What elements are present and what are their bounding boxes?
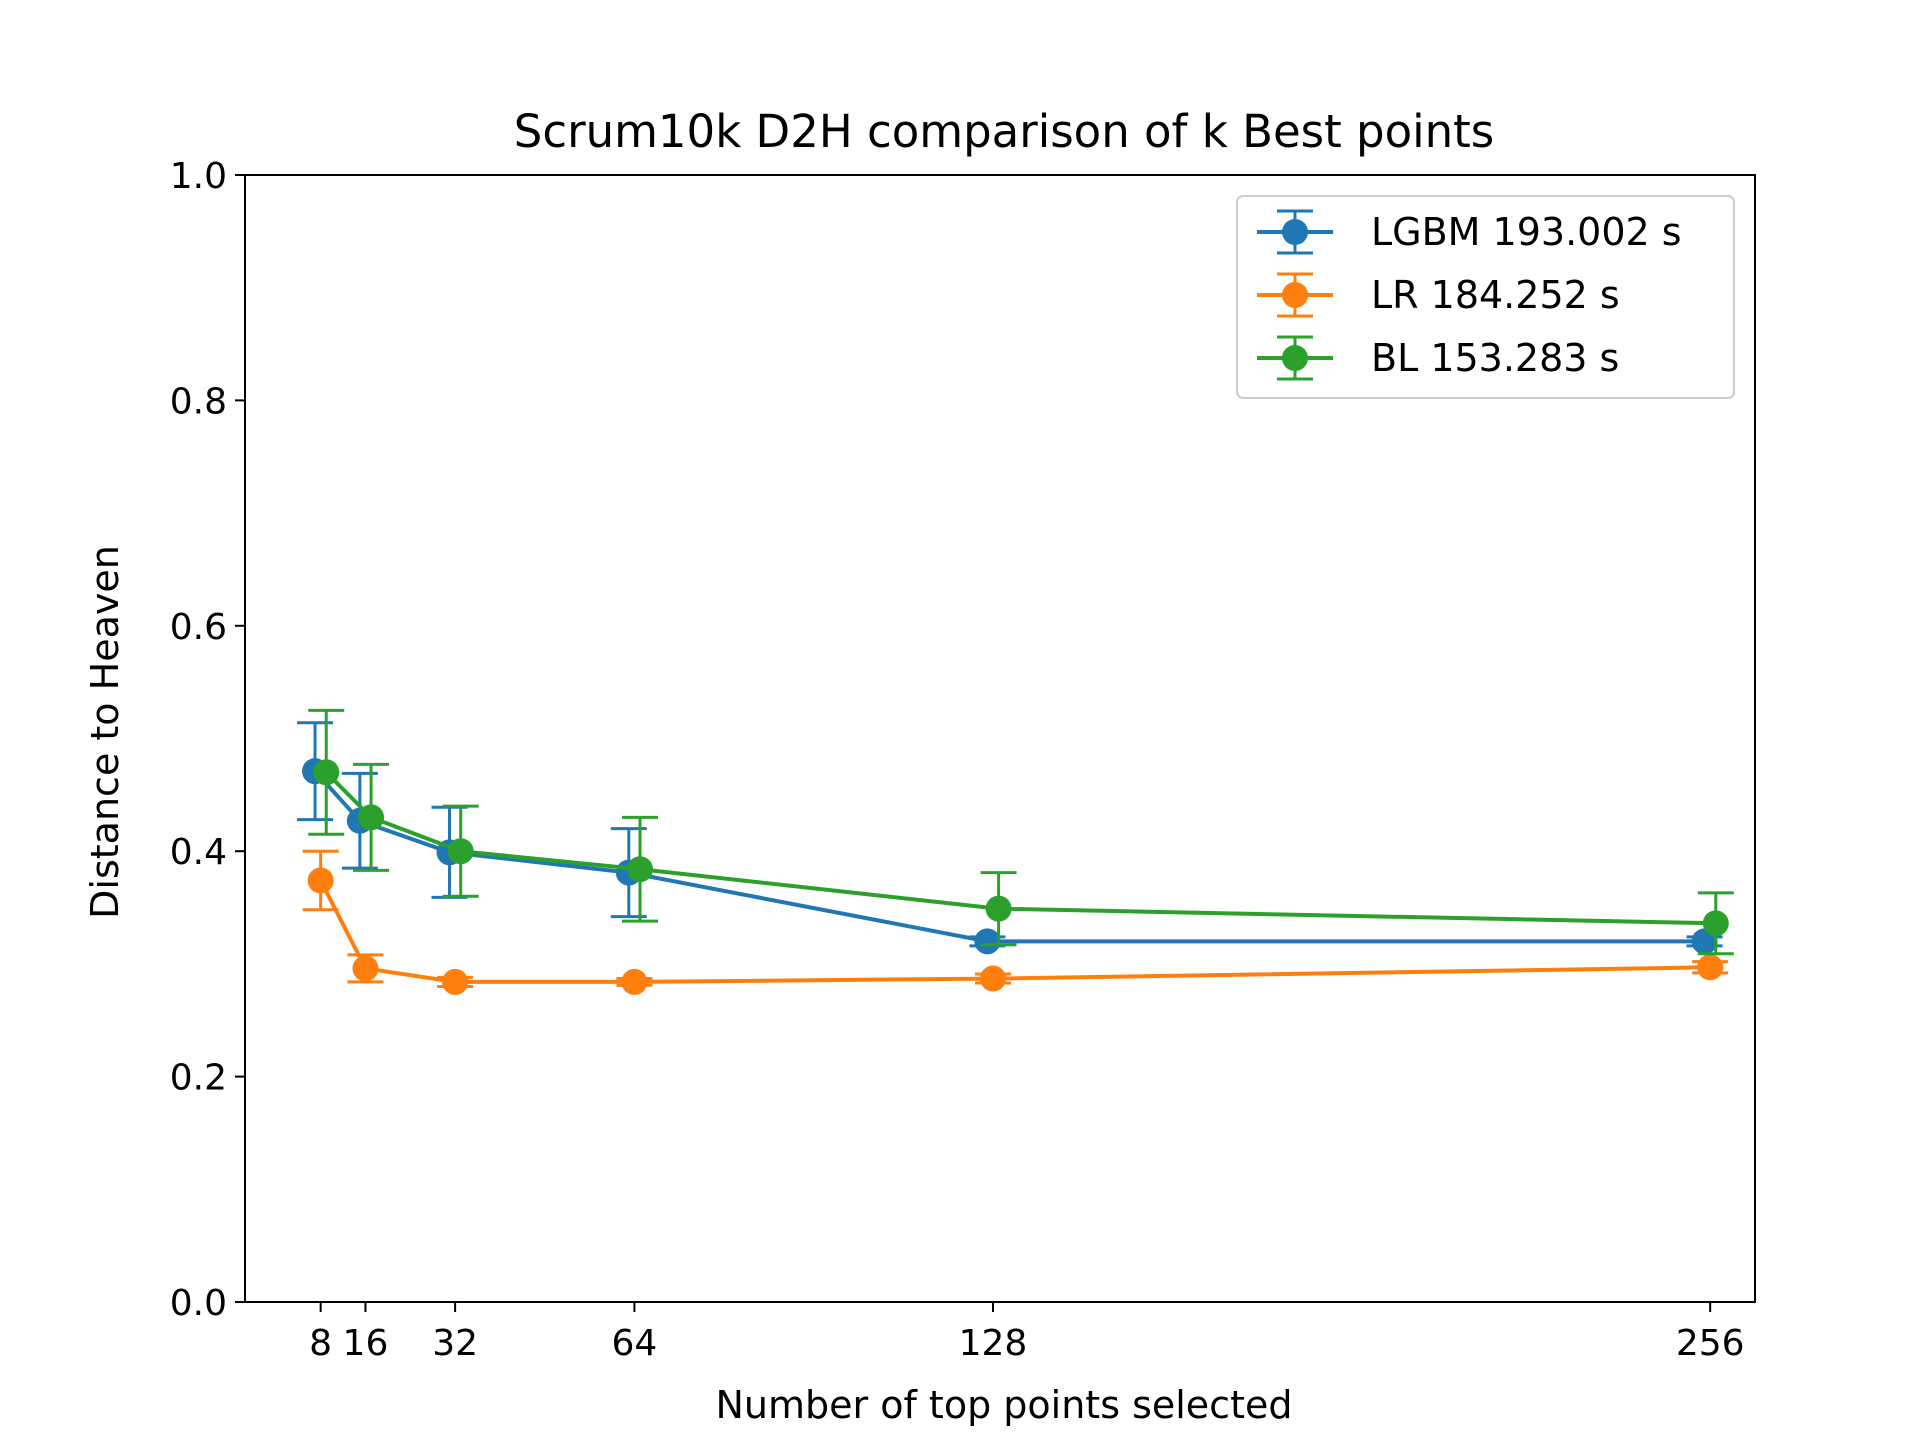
legend-label: LR 184.252 s bbox=[1371, 273, 1620, 317]
y-tick-label: 1.0 bbox=[170, 156, 227, 197]
x-tick-label: 128 bbox=[959, 1323, 1028, 1364]
data-point bbox=[442, 968, 469, 995]
data-point bbox=[1702, 910, 1729, 937]
data-point bbox=[307, 867, 334, 894]
data-point bbox=[979, 965, 1006, 992]
legend-marker bbox=[1282, 282, 1308, 308]
legend-marker bbox=[1282, 219, 1308, 245]
axes-frame bbox=[244, 174, 1756, 1303]
legend-item: LGBM 193.002 s bbox=[1257, 209, 1682, 255]
legend-label: LGBM 193.002 s bbox=[1371, 210, 1682, 254]
chart-title: Scrum10k D2H comparison of k Best points bbox=[514, 105, 1494, 158]
x-tick-label: 16 bbox=[343, 1323, 389, 1364]
y-tick-label: 0.4 bbox=[170, 832, 227, 873]
data-point bbox=[985, 895, 1012, 922]
legend: LGBM 193.002 s LR 184.252 s BL 153.283 s bbox=[1236, 195, 1735, 399]
series-3 bbox=[308, 708, 1734, 956]
data-point bbox=[974, 928, 1001, 955]
series-2 bbox=[302, 849, 1729, 995]
data-point bbox=[627, 856, 654, 883]
y-tick-label: 0.2 bbox=[170, 1058, 227, 1099]
x-tick-label: 256 bbox=[1676, 1323, 1745, 1364]
legend-marker bbox=[1282, 345, 1308, 371]
x-tick-label: 64 bbox=[612, 1323, 658, 1364]
data-point bbox=[358, 804, 385, 831]
legend-box bbox=[1236, 195, 1735, 399]
legend-item: LR 184.252 s bbox=[1257, 272, 1620, 318]
legend-label: BL 153.283 s bbox=[1371, 336, 1619, 380]
data-point bbox=[621, 968, 648, 995]
y-axis-label: Distance to Heaven bbox=[83, 545, 127, 919]
y-tick-label: 0.6 bbox=[170, 607, 227, 648]
legend-item: BL 153.283 s bbox=[1257, 335, 1619, 381]
data-point bbox=[447, 838, 474, 865]
x-tick-label: 32 bbox=[432, 1323, 478, 1364]
y-tick-label: 0.8 bbox=[170, 381, 227, 422]
plot-area: 0.0 0.2 0.4 0.6 0.8 1.0 8 16 32 64 128 256 bbox=[170, 156, 1756, 1364]
data-point bbox=[1697, 954, 1724, 981]
x-axis-label: Number of top points selected bbox=[716, 1383, 1293, 1427]
x-tick-label: 8 bbox=[309, 1323, 332, 1364]
data-point bbox=[352, 955, 379, 982]
data-point bbox=[313, 759, 340, 786]
y-tick-label: 0.0 bbox=[170, 1283, 227, 1324]
